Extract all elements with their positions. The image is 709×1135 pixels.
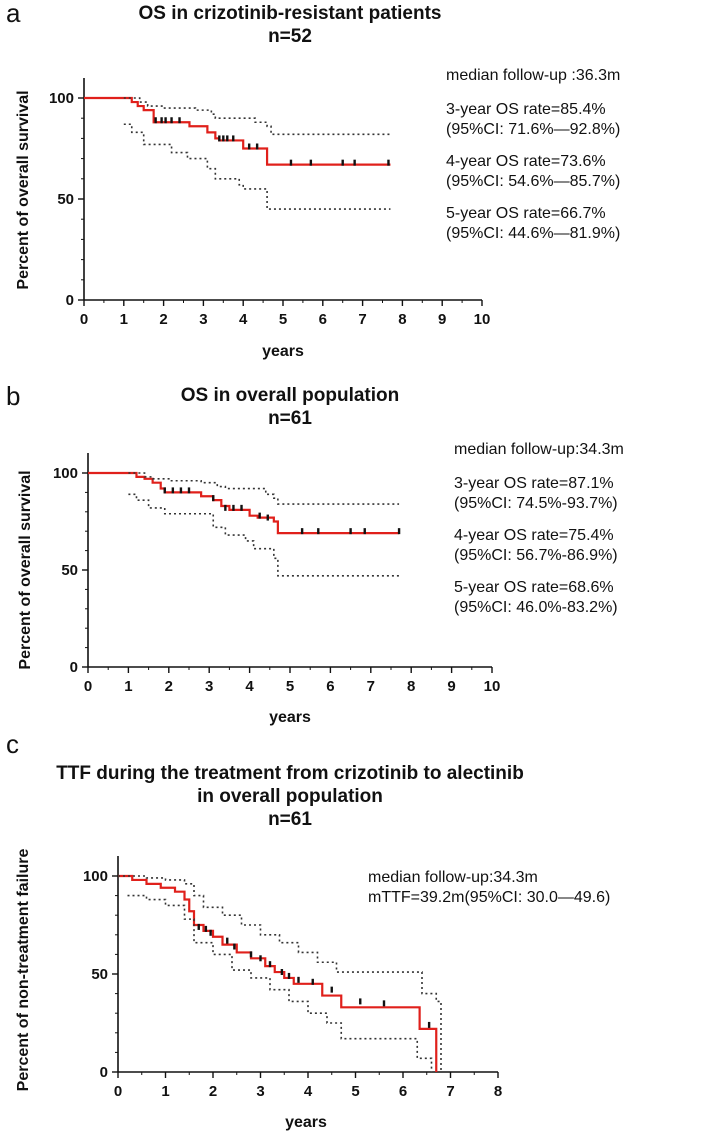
panel-c-title-line-1: TTF during the treatment from crizotinib… xyxy=(56,763,524,784)
ci-lower-line xyxy=(123,123,391,210)
panel-label-b: b xyxy=(6,381,21,411)
median-follow-up-text: median follow-up:34.3m xyxy=(368,869,538,886)
panel-b: b OS in overall population n=61 median f… xyxy=(6,381,624,618)
panel-a-title: OS in crizotinib-resistant patients n=52 xyxy=(60,2,520,48)
four-year-ci: (95%CI: 56.7%-86.9%) xyxy=(454,547,618,564)
x-tick-label: 5 xyxy=(286,678,294,695)
x-tick-label: 0 xyxy=(84,678,92,695)
mttf-text: mTTF=39.2m(95%CI: 30.0—49.6) xyxy=(368,889,611,906)
x-tick-label: 7 xyxy=(446,1083,454,1100)
x-tick-label: 3 xyxy=(205,678,213,695)
four-year-os-rate: 4-year OS rate=75.4% xyxy=(454,527,614,544)
panel-a: a OS in crizotinib-resistant patients n=… xyxy=(0,0,709,370)
four-year-os-rate: 4-year OS rate=73.6% xyxy=(446,153,606,170)
y-axis-label: Percent of non-treatment failure xyxy=(15,849,32,1092)
ci-lower-line xyxy=(128,493,400,577)
panel-c-title-line-3: n=61 xyxy=(268,809,312,830)
x-tick-label: 0 xyxy=(114,1083,122,1100)
x-tick-label: 0 xyxy=(80,311,88,328)
x-tick-label: 4 xyxy=(245,678,254,695)
x-tick-label: 10 xyxy=(484,678,501,695)
panel-b-title-line-2: n=61 xyxy=(268,408,312,429)
y-tick-label: 0 xyxy=(66,292,74,309)
ci-upper-line xyxy=(123,97,391,136)
median-follow-up-text: median follow-up:34.3m xyxy=(454,441,624,458)
x-tick-label: 1 xyxy=(161,1083,169,1100)
x-tick-label: 6 xyxy=(326,678,334,695)
panel-label-c: c xyxy=(6,729,19,759)
five-year-os-rate: 5-year OS rate=66.7% xyxy=(446,205,606,222)
four-year-ci: (95%CI: 54.6%—85.7%) xyxy=(446,173,621,190)
panel-b-annotations: median follow-up:34.3m 3-year OS rate=87… xyxy=(454,440,624,618)
panel-c-annotations: median follow-up:34.3m mTTF=39.2m(95%CI:… xyxy=(368,868,610,908)
panel-b-title: OS in overall population n=61 xyxy=(60,384,520,430)
y-tick-label: 50 xyxy=(61,562,78,579)
x-tick-label: 4 xyxy=(304,1083,313,1100)
x-tick-label: 2 xyxy=(209,1083,217,1100)
x-tick-label: 8 xyxy=(398,311,406,328)
ci-upper-line xyxy=(118,875,442,1072)
three-year-os-rate: 3-year OS rate=87.1% xyxy=(454,475,614,492)
three-year-ci: (95%CI: 74.5%-93.7%) xyxy=(454,495,618,512)
median-follow-up-text: median follow-up :36.3m xyxy=(446,67,621,84)
panel-a-annotations: median follow-up :36.3m 3-year OS rate=8… xyxy=(446,66,620,244)
x-axis-label: years xyxy=(285,1114,327,1131)
y-tick-label: 0 xyxy=(100,1064,108,1081)
three-year-os-rate: 3-year OS rate=85.4% xyxy=(446,101,606,118)
y-tick-label: 50 xyxy=(91,966,108,983)
x-axis-label: years xyxy=(269,709,311,726)
five-year-ci: (95%CI: 44.6%—81.9%) xyxy=(446,225,621,242)
x-tick-label: 8 xyxy=(494,1083,502,1100)
x-tick-label: 8 xyxy=(407,678,415,695)
x-tick-label: 4 xyxy=(239,311,248,328)
ci-upper-line xyxy=(128,472,400,505)
y-tick-label: 50 xyxy=(57,191,74,208)
y-tick-label: 0 xyxy=(70,659,78,676)
x-tick-label: 3 xyxy=(256,1083,264,1100)
x-tick-label: 10 xyxy=(474,311,491,328)
three-year-ci: (95%CI: 71.6%—92.8%) xyxy=(446,121,621,138)
five-year-os-rate: 5-year OS rate=68.6% xyxy=(454,579,614,596)
x-tick-label: 2 xyxy=(159,311,167,328)
panel-label-a: a xyxy=(6,0,21,28)
survival-curve xyxy=(88,471,400,535)
x-tick-label: 9 xyxy=(447,678,455,695)
chart-2: 0 1 2 3 4 5 6 7 8 0 50 100 years Percent of non-treat… xyxy=(15,849,502,1131)
ci-lower-line xyxy=(127,894,433,1072)
panel-a-title-line-2: n=52 xyxy=(268,26,312,47)
panel-a-title-line-1: OS in crizotinib-resistant patients xyxy=(138,3,442,24)
x-tick-label: 7 xyxy=(358,311,366,328)
panel-c-title: TTF during the treatment from crizotinib… xyxy=(0,762,580,831)
x-tick-label: 1 xyxy=(120,311,128,328)
x-tick-label: 6 xyxy=(399,1083,407,1100)
panel-c-title-line-2: in overall population xyxy=(197,786,383,807)
x-axis-label: years xyxy=(262,343,304,360)
y-axis-label: Percent of overall survival xyxy=(15,90,32,289)
y-tick-label: 100 xyxy=(53,465,78,482)
x-tick-label: 6 xyxy=(319,311,327,328)
x-tick-label: 5 xyxy=(279,311,287,328)
x-tick-label: 5 xyxy=(351,1083,359,1100)
x-tick-label: 3 xyxy=(199,311,207,328)
x-tick-label: 1 xyxy=(124,678,132,695)
panel-b-title-line-1: OS in overall population xyxy=(180,385,400,406)
y-tick-label: 100 xyxy=(83,868,108,885)
five-year-ci: (95%CI: 46.0%-83.2%) xyxy=(454,599,618,616)
y-axis-label: Percent of overall survival xyxy=(17,470,34,669)
y-tick-label: 100 xyxy=(49,90,74,107)
x-tick-label: 2 xyxy=(165,678,173,695)
x-tick-label: 9 xyxy=(438,311,446,328)
survival-curve xyxy=(118,874,438,1072)
x-tick-label: 7 xyxy=(367,678,375,695)
survival-curve xyxy=(84,96,391,166)
